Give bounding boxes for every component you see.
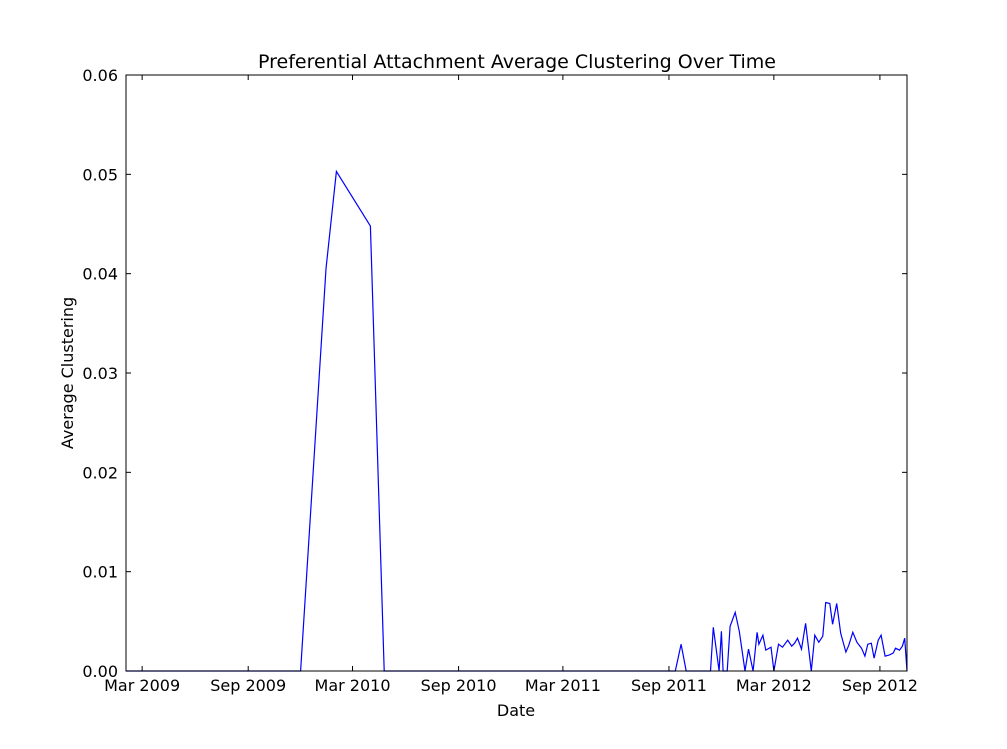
y-tick-label: 0.02 [82, 463, 118, 482]
y-tick-label: 0.05 [82, 165, 118, 184]
y-tick-label: 0.06 [82, 66, 118, 85]
x-tick-label: Mar 2009 [104, 676, 180, 695]
series-line-0 [126, 169, 908, 672]
x-tick-label: Sep 2011 [631, 676, 707, 695]
plot-area [126, 169, 908, 672]
y-axis-label: Average Clustering [58, 297, 77, 449]
x-tick-label: Mar 2011 [525, 676, 601, 695]
chart-title: Preferential Attachment Average Clusteri… [258, 51, 776, 73]
y-tick-label: 0.04 [82, 265, 118, 284]
y-tick-label: 0.01 [82, 563, 118, 582]
axis-ticks: 0.00 0.01 0.02 0.03 0.04 0.05 0.06 Mar 2009 Sep … [82, 66, 918, 695]
x-axis-label: Date [497, 701, 535, 720]
x-tick-label: Sep 2009 [210, 676, 286, 695]
y-tick-label: 0.00 [82, 662, 118, 681]
x-tick-label: Mar 2010 [315, 676, 391, 695]
x-tick-label: Sep 2010 [421, 676, 497, 695]
y-tick-label: 0.03 [82, 364, 118, 383]
x-tick-label: Mar 2012 [736, 676, 812, 695]
x-tick-label: Sep 2012 [842, 676, 918, 695]
